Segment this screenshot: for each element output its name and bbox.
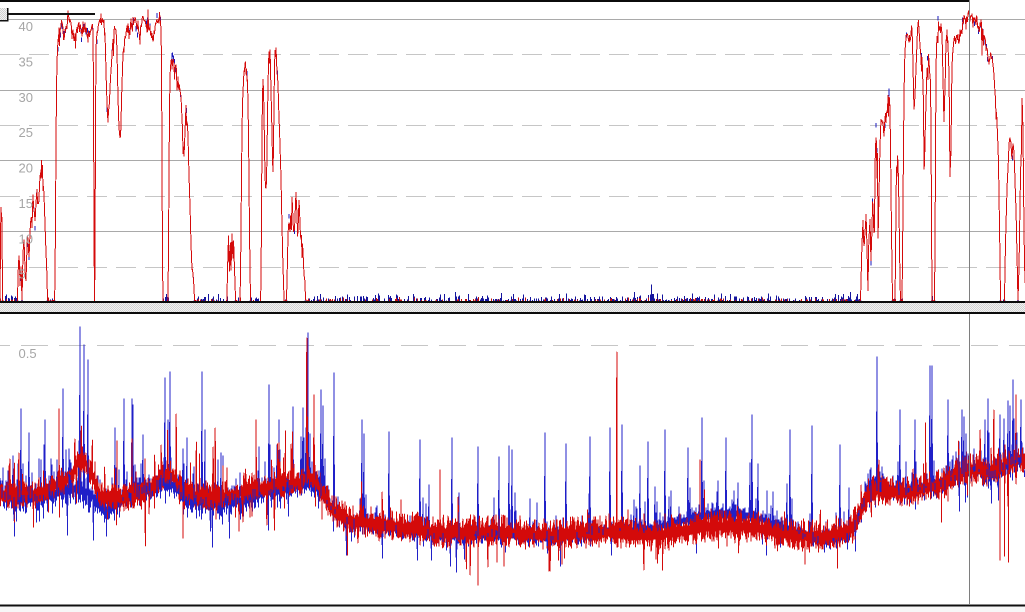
svg-text:35: 35 [19, 55, 33, 70]
svg-text:25: 25 [19, 125, 33, 140]
svg-text:15: 15 [19, 196, 33, 211]
svg-text:40: 40 [19, 19, 33, 34]
svg-text:5: 5 [19, 267, 26, 282]
svg-text:10: 10 [19, 231, 33, 246]
svg-text:20: 20 [19, 161, 33, 176]
svg-text:0.5: 0.5 [19, 346, 37, 361]
svg-text:30: 30 [19, 90, 33, 105]
